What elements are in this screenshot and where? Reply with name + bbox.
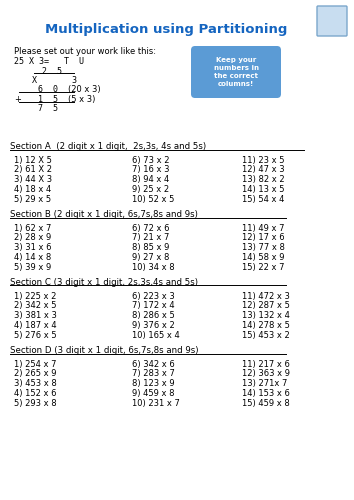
Text: 7) 172 x 4: 7) 172 x 4 [132, 302, 175, 310]
Text: 5) 276 x 5: 5) 276 x 5 [14, 330, 57, 340]
Text: 9) 27 x 8: 9) 27 x 8 [132, 253, 169, 262]
Text: 12) 363 x 9: 12) 363 x 9 [242, 370, 290, 378]
Text: 14) 58 x 9: 14) 58 x 9 [242, 253, 285, 262]
Text: 11) 472 x 3: 11) 472 x 3 [242, 292, 290, 300]
Text: (20 x 3): (20 x 3) [68, 86, 101, 94]
Text: (5 x 3): (5 x 3) [68, 95, 95, 104]
Text: 8) 123 x 9: 8) 123 x 9 [132, 379, 175, 388]
Text: 9) 459 x 8: 9) 459 x 8 [132, 389, 175, 398]
Text: Section B (2 digit x 1 digit, 6s,7s,8s and 9s): Section B (2 digit x 1 digit, 6s,7s,8s a… [10, 210, 198, 219]
Text: 13) 82 x 2: 13) 82 x 2 [242, 175, 285, 184]
Text: 15) 22 x 7: 15) 22 x 7 [242, 262, 285, 272]
Text: 8) 94 x 4: 8) 94 x 4 [132, 175, 169, 184]
Text: 10) 52 x 5: 10) 52 x 5 [132, 194, 175, 203]
Text: 1) 62 x 7: 1) 62 x 7 [14, 224, 51, 232]
Text: 9) 25 x 2: 9) 25 x 2 [132, 185, 169, 194]
Text: 2) 28 x 9: 2) 28 x 9 [14, 234, 51, 242]
Text: 15) 453 x 2: 15) 453 x 2 [242, 330, 290, 340]
Text: 4) 14 x 8: 4) 14 x 8 [14, 253, 51, 262]
Text: 2  5: 2 5 [42, 66, 62, 76]
Text: 8) 85 x 9: 8) 85 x 9 [132, 243, 169, 252]
Text: 25 X 3=   T  U: 25 X 3= T U [14, 57, 84, 66]
Text: 12) 47 x 3: 12) 47 x 3 [242, 166, 285, 174]
Text: 3) 44 X 3: 3) 44 X 3 [14, 175, 52, 184]
Text: 7  5: 7 5 [38, 104, 58, 114]
Text: 10) 34 x 8: 10) 34 x 8 [132, 262, 175, 272]
Text: 3) 453 x 8: 3) 453 x 8 [14, 379, 57, 388]
Text: 5) 39 x 9: 5) 39 x 9 [14, 262, 51, 272]
FancyBboxPatch shape [191, 46, 281, 98]
Text: Keep your
numbers in
the correct
columns!: Keep your numbers in the correct columns… [213, 57, 258, 87]
Text: 7) 283 x 7: 7) 283 x 7 [132, 370, 175, 378]
Text: 11) 49 x 7: 11) 49 x 7 [242, 224, 285, 232]
Text: 13) 77 x 8: 13) 77 x 8 [242, 243, 285, 252]
Text: Multiplication using Partitioning: Multiplication using Partitioning [45, 23, 287, 36]
Text: 13) 271x 7: 13) 271x 7 [242, 379, 287, 388]
FancyBboxPatch shape [317, 6, 347, 36]
Text: 7) 16 x 3: 7) 16 x 3 [132, 166, 170, 174]
Text: 5) 293 x 8: 5) 293 x 8 [14, 398, 57, 407]
Text: 6  0: 6 0 [38, 86, 58, 94]
Text: 4) 18 x 4: 4) 18 x 4 [14, 185, 51, 194]
Text: 9) 376 x 2: 9) 376 x 2 [132, 321, 175, 330]
Text: 1) 254 x 7: 1) 254 x 7 [14, 360, 57, 368]
Text: 5) 29 x 5: 5) 29 x 5 [14, 194, 51, 203]
Text: 4) 187 x 4: 4) 187 x 4 [14, 321, 57, 330]
Text: 13) 132 x 4: 13) 132 x 4 [242, 311, 290, 320]
Text: 10) 165 x 4: 10) 165 x 4 [132, 330, 180, 340]
Text: 6) 73 x 2: 6) 73 x 2 [132, 156, 170, 164]
Text: 7) 21 x 7: 7) 21 x 7 [132, 234, 169, 242]
Text: 15) 459 x 8: 15) 459 x 8 [242, 398, 290, 407]
Text: 4) 152 x 6: 4) 152 x 6 [14, 389, 57, 398]
Text: 3) 31 x 6: 3) 31 x 6 [14, 243, 51, 252]
Text: Please set out your work like this:: Please set out your work like this: [14, 47, 156, 56]
Text: 14) 13 x 5: 14) 13 x 5 [242, 185, 285, 194]
Text: 12) 17 x 6: 12) 17 x 6 [242, 234, 285, 242]
Text: 1  5: 1 5 [38, 95, 58, 104]
Text: 8) 286 x 5: 8) 286 x 5 [132, 311, 175, 320]
Text: 2) 265 x 9: 2) 265 x 9 [14, 370, 57, 378]
Text: 3) 381 x 3: 3) 381 x 3 [14, 311, 57, 320]
Text: 14) 278 x 5: 14) 278 x 5 [242, 321, 290, 330]
Text: 10) 231 x 7: 10) 231 x 7 [132, 398, 180, 407]
Text: 6) 342 x 6: 6) 342 x 6 [132, 360, 175, 368]
Text: 2) 342 x 5: 2) 342 x 5 [14, 302, 57, 310]
Text: 2) 61 X 2: 2) 61 X 2 [14, 166, 52, 174]
Text: Section A  (2 digit x 1 digit,  2s,3s, 4s and 5s): Section A (2 digit x 1 digit, 2s,3s, 4s … [10, 142, 206, 151]
Text: 15) 54 x 4: 15) 54 x 4 [242, 194, 284, 203]
Text: +: + [14, 95, 21, 104]
Text: 6) 72 x 6: 6) 72 x 6 [132, 224, 170, 232]
Text: X       3: X 3 [32, 76, 77, 85]
Text: 1) 225 x 2: 1) 225 x 2 [14, 292, 56, 300]
Text: 6) 223 x 3: 6) 223 x 3 [132, 292, 175, 300]
Text: 12) 287 x 5: 12) 287 x 5 [242, 302, 290, 310]
Text: Section D (3 digit x 1 digit, 6s,7s,8s and 9s): Section D (3 digit x 1 digit, 6s,7s,8s a… [10, 346, 199, 355]
Text: 11) 217 x 6: 11) 217 x 6 [242, 360, 290, 368]
Text: 1) 12 X 5: 1) 12 X 5 [14, 156, 52, 164]
Text: Section C (3 digit x 1 digit, 2s,3s,4s and 5s): Section C (3 digit x 1 digit, 2s,3s,4s a… [10, 278, 198, 287]
Text: 11) 23 x 5: 11) 23 x 5 [242, 156, 285, 164]
Text: 14) 153 x 6: 14) 153 x 6 [242, 389, 290, 398]
